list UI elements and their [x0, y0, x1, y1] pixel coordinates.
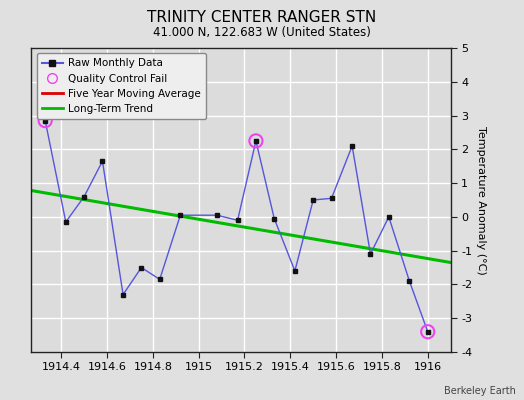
Point	[41, 118, 49, 124]
Text: TRINITY CENTER RANGER STN: TRINITY CENTER RANGER STN	[147, 10, 377, 25]
Y-axis label: Temperature Anomaly (°C): Temperature Anomaly (°C)	[476, 126, 486, 274]
Point	[252, 138, 260, 144]
Legend: Raw Monthly Data, Quality Control Fail, Five Year Moving Average, Long-Term Tren: Raw Monthly Data, Quality Control Fail, …	[37, 53, 206, 119]
Point	[423, 328, 432, 335]
Text: Berkeley Earth: Berkeley Earth	[444, 386, 516, 396]
Text: 41.000 N, 122.683 W (United States): 41.000 N, 122.683 W (United States)	[153, 26, 371, 39]
